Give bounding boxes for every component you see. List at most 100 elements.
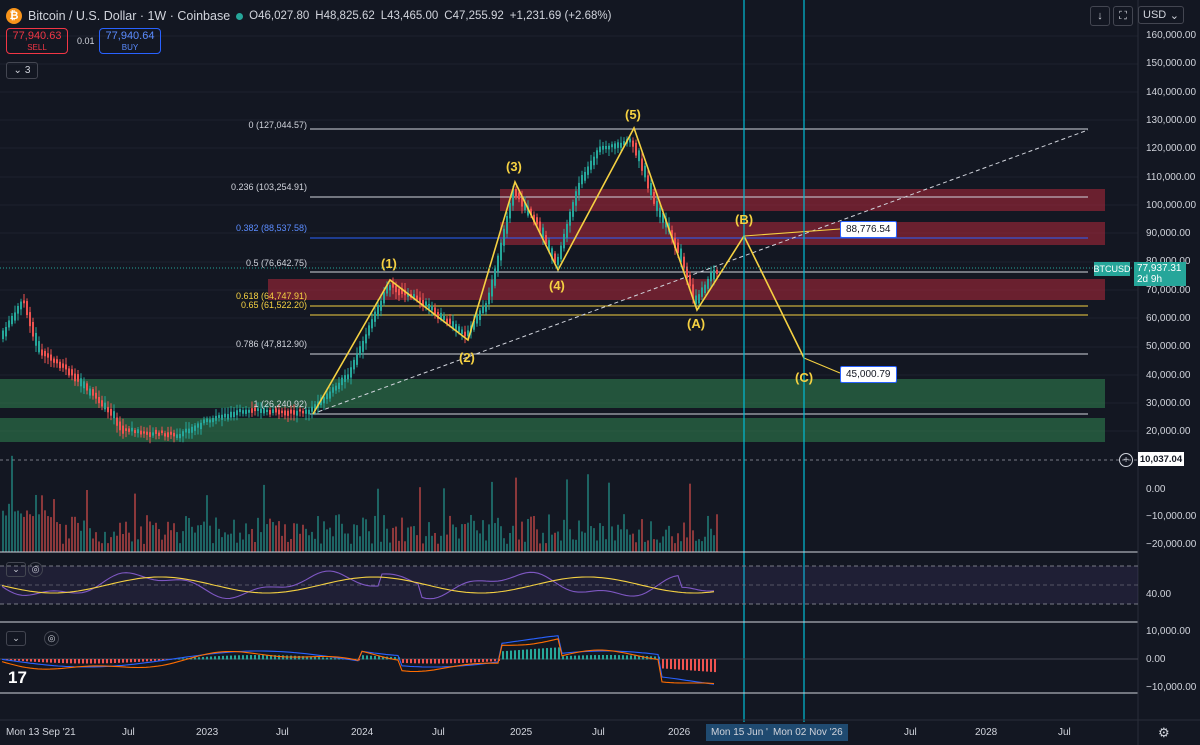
macd-hist-bar — [34, 659, 36, 662]
volume-bar — [575, 539, 577, 552]
add-alert-icon[interactable]: + — [1119, 453, 1133, 467]
indicators-toggle[interactable]: ⌄ 3 — [6, 62, 38, 79]
candle — [377, 304, 379, 317]
candle — [209, 419, 211, 423]
volume-bar — [500, 526, 502, 552]
volume-bar — [308, 535, 310, 552]
volume-bar — [530, 516, 532, 552]
candle — [143, 431, 145, 434]
volume-bar — [362, 517, 364, 552]
volume-bar — [167, 521, 169, 552]
volume-bar — [302, 524, 304, 552]
ohlc-open: O46,027.80 — [249, 10, 310, 22]
candle — [74, 373, 76, 382]
chevron-down-icon[interactable]: ⌄ — [6, 562, 26, 577]
candle — [584, 171, 586, 181]
volume-bar — [662, 536, 664, 552]
candle — [695, 295, 697, 305]
candle — [188, 428, 190, 434]
candle — [461, 329, 463, 335]
chevron-down-icon[interactable]: ⌄ — [6, 631, 26, 646]
candle — [14, 312, 16, 321]
candle — [623, 141, 625, 146]
c-target-callout[interactable]: 45,000.79 — [840, 366, 897, 383]
currency-select[interactable]: USD ⌄ — [1138, 6, 1184, 24]
volume-bar — [113, 531, 115, 552]
volume-bar — [704, 536, 706, 552]
candle — [323, 397, 325, 404]
macd-hist-bar — [458, 659, 460, 664]
volume-bar — [485, 540, 487, 552]
symbol-title[interactable]: Bitcoin / U.S. Dollar · 1W · Coinbase — [28, 9, 231, 23]
macd-hist-bar — [654, 656, 656, 660]
buy-button[interactable]: 77,940.64 BUY — [99, 28, 161, 54]
download-icon[interactable]: ↓ — [1090, 6, 1110, 26]
volume-bar — [110, 537, 112, 552]
volume-bar — [617, 524, 619, 552]
gear-icon[interactable]: ⚙ — [1158, 725, 1170, 740]
time-axis-label: Jul — [122, 727, 135, 738]
macd-hist-bar — [454, 659, 456, 664]
ohlc-low: L43,465.00 — [380, 10, 439, 22]
macd-hist-bar — [410, 659, 412, 664]
candle — [155, 429, 157, 434]
macd-hist-bar — [678, 659, 680, 670]
volume-bar — [125, 521, 127, 552]
macd-hist-bar — [570, 655, 572, 660]
volume-bar — [422, 543, 424, 552]
macd-hist-bar — [10, 659, 12, 661]
candle — [269, 409, 271, 415]
volume-bar — [578, 520, 580, 552]
sell-button[interactable]: 77,940.63 SELL — [6, 28, 68, 54]
volume-bar — [491, 481, 493, 552]
macd-hist-bar — [618, 655, 620, 660]
macd-hist-bar — [302, 656, 304, 660]
macd-hist-bar — [414, 659, 416, 664]
candle — [119, 421, 121, 431]
rsi-indicator-icon[interactable]: ◎ — [28, 562, 43, 577]
volume-bar — [236, 542, 238, 552]
candle — [203, 419, 205, 424]
volume-bar — [329, 527, 331, 552]
volume-bar — [80, 530, 82, 552]
candle — [233, 411, 235, 418]
volume-bar — [191, 526, 193, 552]
volume-bar — [683, 522, 685, 552]
candle — [380, 300, 382, 311]
candle — [86, 383, 88, 391]
buy-label: BUY — [121, 43, 139, 52]
candle — [512, 189, 514, 206]
volume-bar — [419, 487, 421, 552]
volume-bar — [272, 522, 274, 552]
volume-bar — [119, 522, 121, 552]
candle — [140, 430, 142, 435]
fib-label: 0.382 (88,537.58) — [235, 223, 307, 233]
volume-bar — [623, 514, 625, 552]
volume-bar — [647, 540, 649, 552]
candle — [101, 400, 103, 407]
b-target-callout[interactable]: 88,776.54 — [840, 221, 897, 238]
volume-bar — [680, 541, 682, 552]
macd-indicator-icon[interactable]: ◎ — [44, 631, 59, 646]
candle — [35, 332, 37, 346]
volume-bar — [398, 540, 400, 552]
macd-hist-bar — [390, 656, 392, 660]
candle — [221, 414, 223, 420]
macd-hist-bar — [98, 659, 100, 664]
volume-bar — [488, 524, 490, 552]
volume-bar — [506, 543, 508, 552]
wave-label-4: (4) — [549, 278, 565, 293]
volume-bar — [89, 528, 91, 552]
candle — [353, 359, 355, 370]
macd-hist-bar — [230, 655, 232, 660]
volume-bar — [638, 529, 640, 552]
candle — [587, 166, 589, 175]
candle — [263, 408, 265, 414]
fullscreen-icon[interactable]: ⛶ — [1113, 6, 1133, 26]
candle — [548, 240, 550, 252]
candle — [41, 349, 43, 356]
volume-scale-0: 0.00 — [1146, 484, 1166, 495]
volume-bar — [305, 528, 307, 552]
buy-price: 77,940.64 — [105, 30, 155, 42]
